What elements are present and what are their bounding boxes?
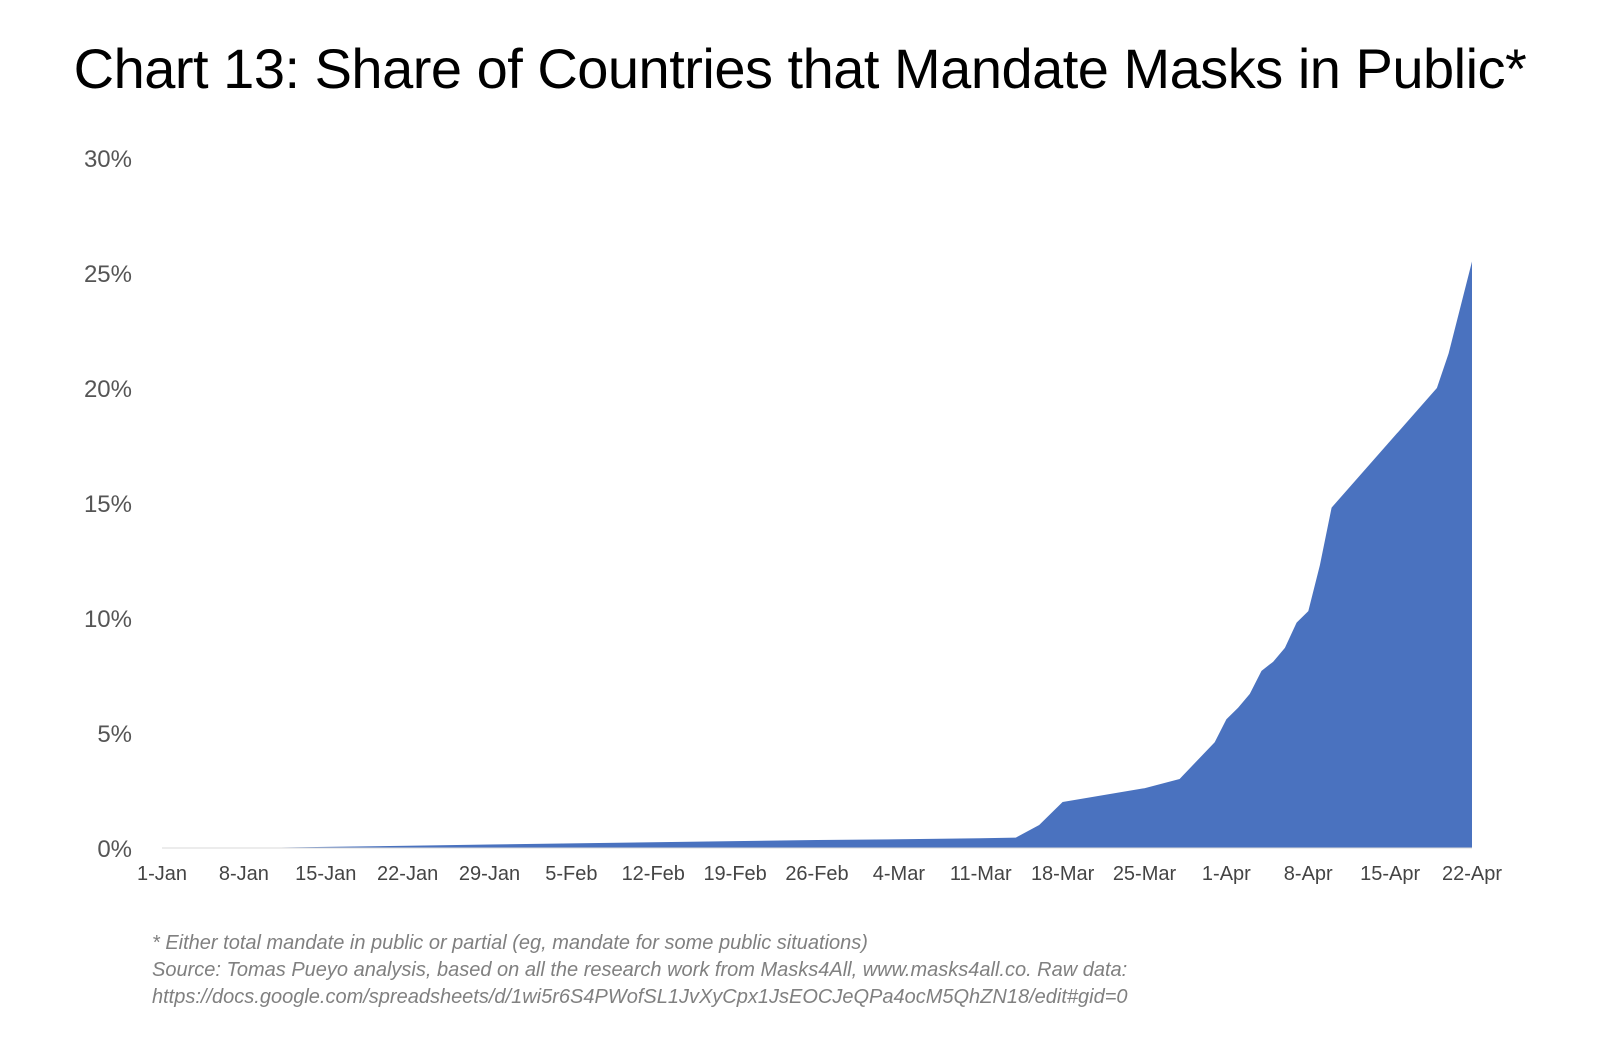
footnotes: * Either total mandate in public or part… (152, 930, 1128, 1011)
y-tick-label: 25% (84, 261, 132, 288)
x-tick-label: 8-Jan (219, 863, 269, 885)
footnote-definition: * Either total mandate in public or part… (152, 932, 868, 954)
x-tick-label: 11-Mar (950, 863, 1012, 885)
chart-title: Chart 13: Share of Countries that Mandat… (73, 37, 1527, 100)
x-tick-label: 1-Jan (137, 863, 187, 885)
footnote-raw-data-link: https://docs.google.com/spreadsheets/d/1… (152, 986, 1128, 1008)
plot-area (161, 261, 1473, 849)
series-area (162, 261, 1472, 848)
y-axis: 0% 5% 10% 15% 20% 25% 30% (84, 146, 132, 863)
x-tick-label: 25-Mar (1113, 863, 1177, 885)
x-tick-label: 1-Apr (1202, 863, 1251, 885)
x-tick-label: 22-Apr (1442, 863, 1502, 885)
x-tick-label: 22-Jan (377, 863, 438, 885)
x-tick-label: 19-Feb (703, 863, 766, 885)
x-tick-label: 15-Jan (295, 863, 356, 885)
footnote-source: Source: Tomas Pueyo analysis, based on a… (152, 959, 1128, 981)
x-tick-label: 29-Jan (459, 863, 520, 885)
x-tick-label: 15-Apr (1360, 863, 1420, 885)
area-chart: 0% 5% 10% 15% 20% 25% 30% 1-Jan 8-Jan 15-Jan 22-J… (84, 146, 1502, 885)
y-tick-label: 30% (84, 146, 132, 173)
y-tick-label: 10% (84, 606, 132, 633)
x-tick-label: 18-Mar (1031, 863, 1095, 885)
y-tick-label: 20% (84, 376, 132, 403)
y-tick-label: 0% (97, 836, 132, 863)
y-tick-label: 5% (97, 721, 132, 748)
x-tick-label: 8-Apr (1284, 863, 1333, 885)
x-tick-label: 4-Mar (873, 863, 926, 885)
x-tick-label: 26-Feb (785, 863, 848, 885)
y-tick-label: 15% (84, 491, 132, 518)
x-tick-label: 5-Feb (545, 863, 597, 885)
x-axis: 1-Jan 8-Jan 15-Jan 22-Jan 29-Jan 5-Feb 12-Feb 1… (137, 863, 1502, 885)
x-tick-label: 12-Feb (622, 863, 685, 885)
